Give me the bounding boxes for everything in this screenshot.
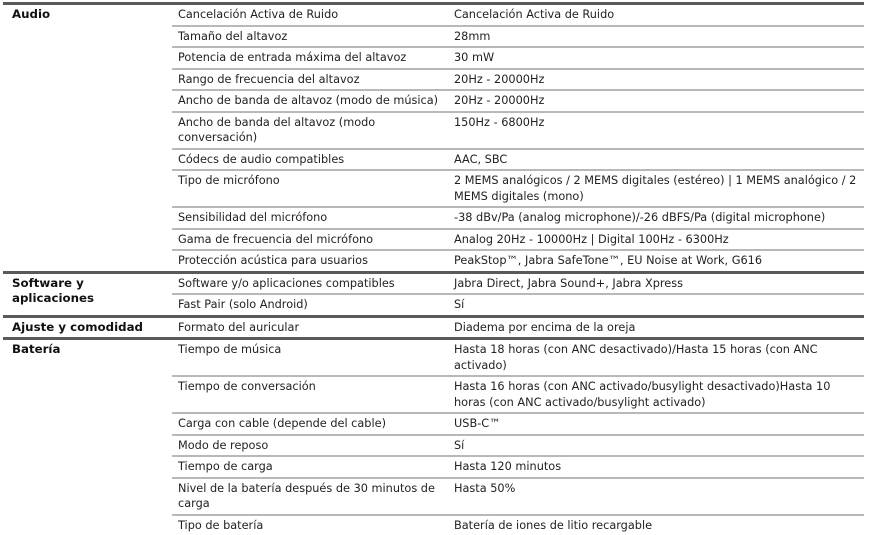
spec-value: 150Hz - 6800Hz [448, 112, 864, 149]
spec-value: Hasta 18 horas (con ANC desactivado)/Has… [448, 339, 864, 377]
spec-name: Carga con cable (depende del cable) [172, 413, 448, 435]
spec-name: Cancelación Activa de Ruido [172, 4, 448, 26]
spec-name: Fast Pair (solo Android) [172, 294, 448, 316]
spec-name: Sensibilidad del micrófono [172, 207, 448, 229]
spec-value: Hasta 16 horas (con ANC activado/busylig… [448, 376, 864, 413]
section-title: Software y aplicaciones [3, 272, 172, 316]
spec-value: Analog 20Hz - 10000Hz | Digital 100Hz - … [448, 229, 864, 251]
spec-name: Modo de reposo [172, 435, 448, 457]
spec-value: AAC, SBC [448, 149, 864, 171]
spec-value: Diadema por encima de la oreja [448, 316, 864, 339]
spec-name: Tamaño del altavoz [172, 26, 448, 48]
spec-name: Tiempo de carga [172, 456, 448, 478]
spec-name: Tipo de micrófono [172, 170, 448, 207]
spec-value: 20Hz - 20000Hz [448, 69, 864, 91]
spec-name: Ancho de banda de altavoz (modo de músic… [172, 90, 448, 112]
spec-value: 28mm [448, 26, 864, 48]
spec-name: Gama de frecuencia del micrófono [172, 229, 448, 251]
spec-value: -38 dBv/Pa (analog microphone)/-26 dBFS/… [448, 207, 864, 229]
spec-name: Protección acústica para usuarios [172, 250, 448, 272]
spec-value: Sí [448, 435, 864, 457]
spec-value: 2 MEMS analógicos / 2 MEMS digitales (es… [448, 170, 864, 207]
section-title: Batería [3, 339, 172, 535]
spec-name: Códecs de audio compatibles [172, 149, 448, 171]
spec-name: Software y/o aplicaciones compatibles [172, 272, 448, 294]
spec-value: Hasta 50% [448, 478, 864, 515]
spec-name: Potencia de entrada máxima del altavoz [172, 47, 448, 69]
spec-value: 20Hz - 20000Hz [448, 90, 864, 112]
spec-name: Ancho de banda del altavoz (modo convers… [172, 112, 448, 149]
spec-value: Hasta 120 minutos [448, 456, 864, 478]
section-title: Audio [3, 4, 172, 273]
spec-value: Jabra Direct, Jabra Sound+, Jabra Xpress [448, 272, 864, 294]
spec-value: Batería de iones de litio recargable [448, 515, 864, 535]
spec-name: Tiempo de conversación [172, 376, 448, 413]
spec-value: PeakStop™, Jabra SafeTone™, EU Noise at … [448, 250, 864, 272]
spec-value: 30 mW [448, 47, 864, 69]
spec-name: Nivel de la batería después de 30 minuto… [172, 478, 448, 515]
spec-value: Sí [448, 294, 864, 316]
spec-value: USB-C™ [448, 413, 864, 435]
spec-value: Cancelación Activa de Ruido [448, 4, 864, 26]
spec-name: Rango de frecuencia del altavoz [172, 69, 448, 91]
spec-name: Tiempo de música [172, 339, 448, 377]
spec-name: Formato del auricular [172, 316, 448, 339]
section-title: Ajuste y comodidad [3, 316, 172, 339]
spec-name: Tipo de batería [172, 515, 448, 535]
